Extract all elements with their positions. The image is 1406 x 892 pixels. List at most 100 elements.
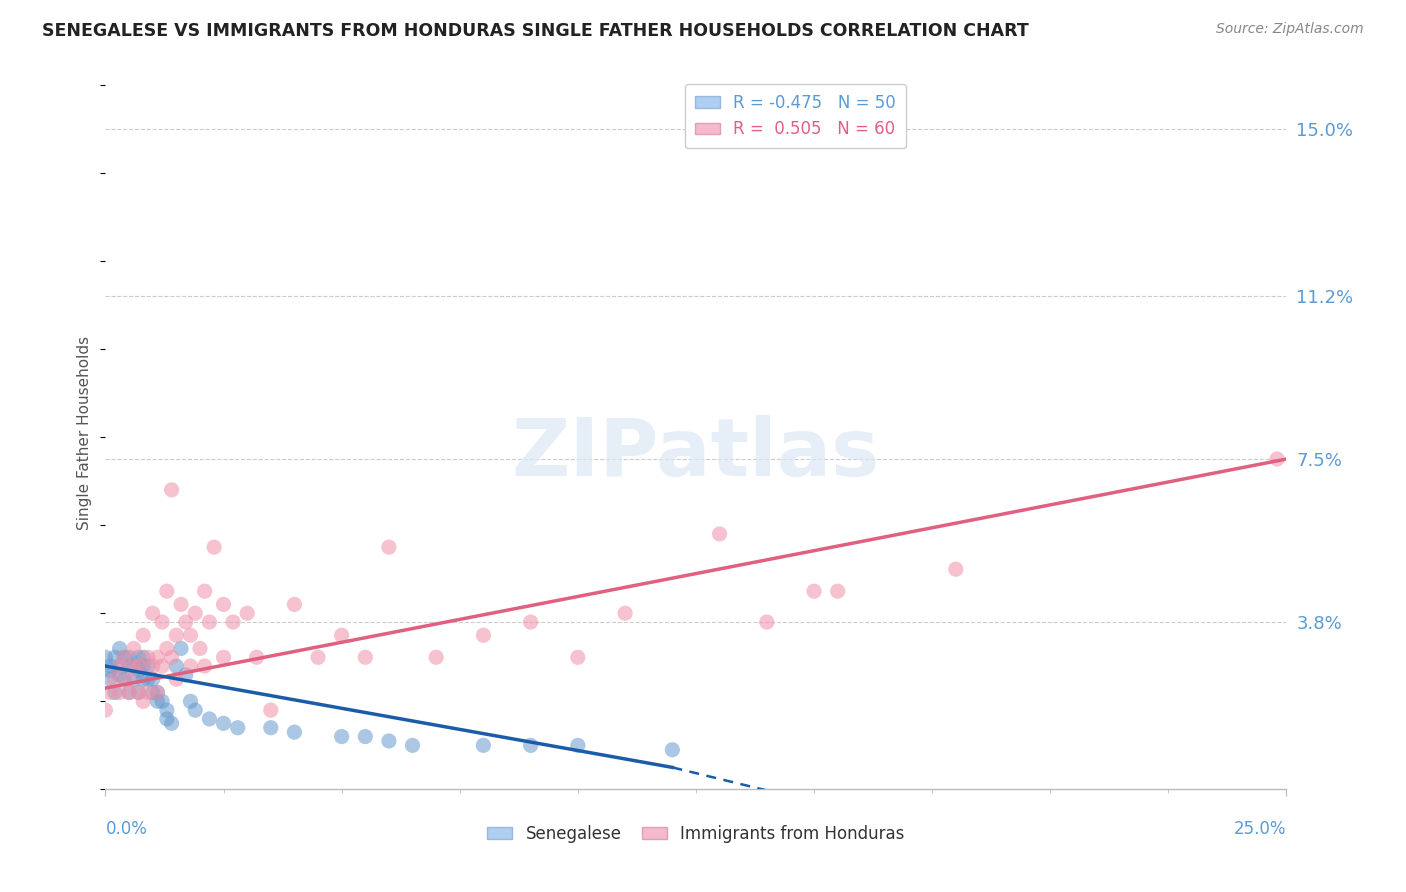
Point [128, 664, 150, 678]
Point [755, 615, 778, 629]
Point [283, 598, 305, 612]
Point [108, 659, 131, 673]
Point [212, 716, 235, 731]
Point [194, 659, 217, 673]
Text: SENEGALESE VS IMMIGRANTS FROM HONDURAS SINGLE FATHER HOUSEHOLDS CORRELATION CHAR: SENEGALESE VS IMMIGRANTS FROM HONDURAS S… [42, 22, 1029, 40]
Point [330, 730, 353, 744]
Point [472, 628, 495, 642]
Point [122, 641, 145, 656]
Point [94, 703, 117, 717]
Text: ZIPatlas: ZIPatlas [512, 415, 880, 493]
Point [128, 685, 150, 699]
Point [156, 641, 179, 656]
Point [945, 562, 967, 576]
Point [136, 685, 159, 699]
Point [94, 650, 117, 665]
Point [401, 739, 423, 753]
Text: Source: ZipAtlas.com: Source: ZipAtlas.com [1216, 22, 1364, 37]
Point [98, 685, 121, 699]
Point [104, 685, 127, 699]
Point [174, 615, 197, 629]
Point [260, 721, 283, 735]
Point [146, 685, 169, 699]
Point [108, 641, 131, 656]
Point [122, 659, 145, 673]
Point [128, 659, 150, 673]
Point [222, 615, 245, 629]
Point [614, 606, 637, 620]
Point [112, 650, 135, 665]
Point [198, 712, 221, 726]
Text: 0.0%: 0.0% [105, 820, 148, 838]
Point [194, 584, 217, 599]
Point [170, 641, 193, 656]
Point [519, 615, 541, 629]
Point [156, 703, 179, 717]
Y-axis label: Single Father Households: Single Father Households [77, 335, 93, 530]
Point [174, 668, 197, 682]
Point [198, 615, 221, 629]
Point [136, 659, 159, 673]
Point [354, 650, 377, 665]
Point [827, 584, 849, 599]
Point [118, 650, 141, 665]
Point [142, 606, 165, 620]
Point [150, 615, 173, 629]
Legend: R = -0.475   N = 50, R =  0.505   N = 60: R = -0.475 N = 50, R = 0.505 N = 60 [685, 84, 905, 148]
Point [142, 673, 165, 687]
Point [184, 606, 207, 620]
Point [132, 659, 155, 673]
Point [330, 628, 353, 642]
Point [146, 694, 169, 708]
Point [104, 673, 127, 687]
Point [118, 685, 141, 699]
Point [118, 685, 141, 699]
Point [112, 673, 135, 687]
Point [160, 650, 183, 665]
Point [128, 685, 150, 699]
Point [118, 673, 141, 687]
Point [519, 739, 541, 753]
Point [378, 540, 401, 554]
Point [146, 650, 169, 665]
Point [709, 527, 731, 541]
Legend: Senegalese, Immigrants from Honduras: Senegalese, Immigrants from Honduras [481, 819, 911, 850]
Point [108, 659, 131, 673]
Point [142, 659, 165, 673]
Point [378, 734, 401, 748]
Point [165, 628, 187, 642]
Point [246, 650, 269, 665]
Point [472, 739, 495, 753]
Point [150, 694, 173, 708]
Point [160, 483, 183, 497]
Point [661, 743, 683, 757]
Point [98, 664, 121, 678]
Point [179, 659, 201, 673]
Point [567, 650, 589, 665]
Point [803, 584, 825, 599]
Point [165, 673, 187, 687]
Point [156, 584, 179, 599]
Point [98, 673, 121, 687]
Point [132, 673, 155, 687]
Point [212, 650, 235, 665]
Point [112, 650, 135, 665]
Point [307, 650, 329, 665]
Point [108, 668, 131, 682]
Point [98, 659, 121, 673]
Point [132, 650, 155, 665]
Point [132, 628, 155, 642]
Point [136, 673, 159, 687]
Point [188, 641, 211, 656]
Point [354, 730, 377, 744]
Point [179, 628, 201, 642]
Point [160, 716, 183, 731]
Point [1265, 452, 1288, 467]
Point [165, 659, 187, 673]
Point [202, 540, 225, 554]
Point [156, 712, 179, 726]
Point [122, 673, 145, 687]
Point [150, 659, 173, 673]
Point [236, 606, 259, 620]
Point [425, 650, 447, 665]
